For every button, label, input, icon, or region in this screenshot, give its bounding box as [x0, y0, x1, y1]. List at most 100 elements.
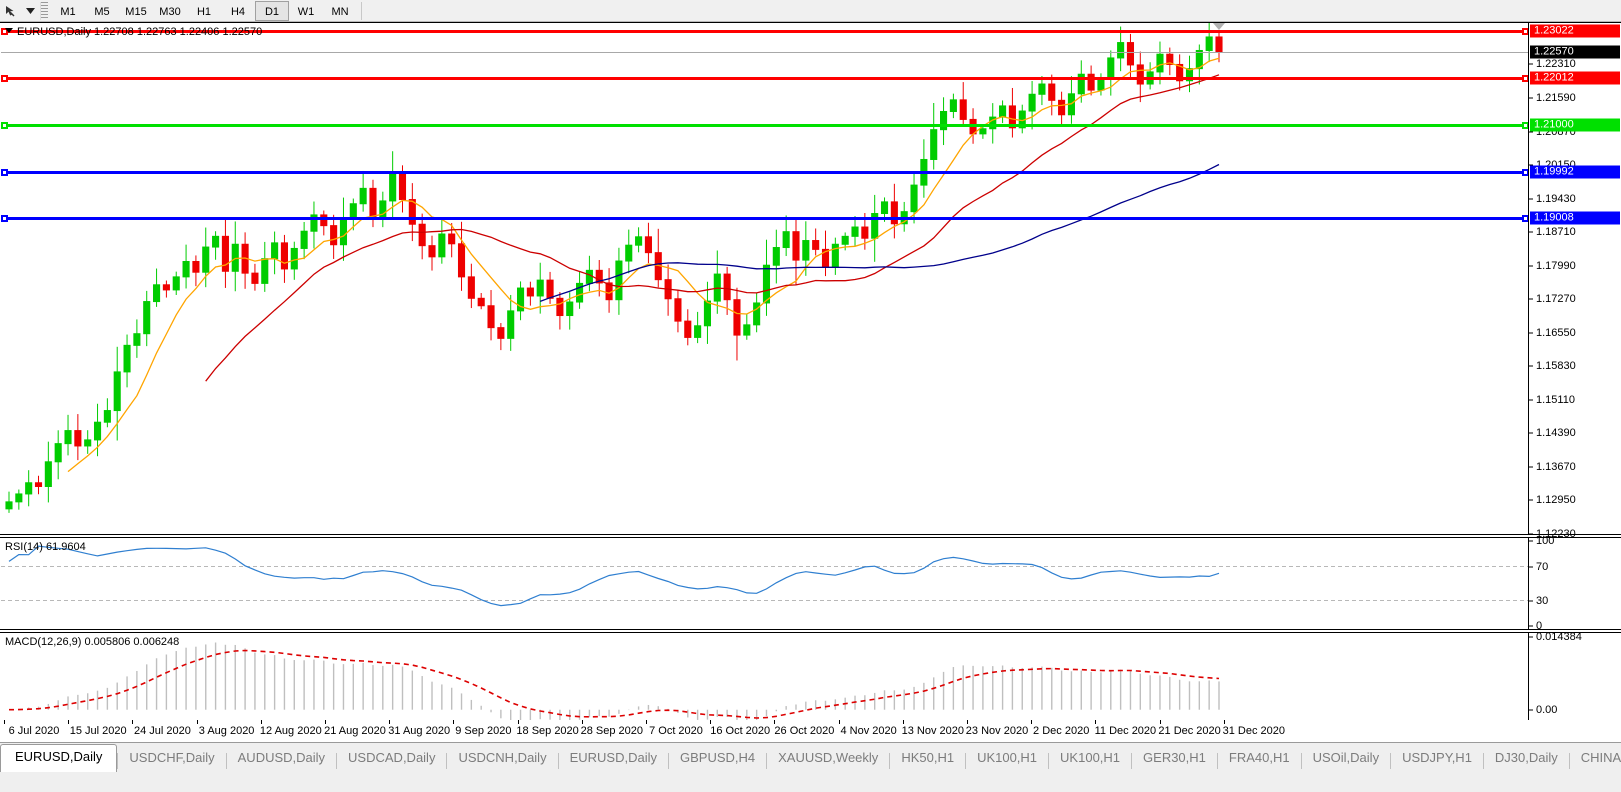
- price-tick-mark: [1529, 365, 1533, 367]
- rsi-tick-label: 30: [1536, 594, 1549, 607]
- rsi-pane[interactable]: 100 70 30 0 RSI(14) 61.9604: [0, 535, 1621, 632]
- price-tick-mark: [1529, 332, 1533, 334]
- chevron-down-icon[interactable]: [22, 1, 38, 21]
- toolbar-grip[interactable]: [40, 1, 48, 20]
- price-tick-label: 1.17990: [1536, 259, 1576, 272]
- chart-tab-usdjpy-h1[interactable]: USDJPY,H1: [1402, 750, 1472, 765]
- price-tick-label: 1.17270: [1536, 293, 1576, 306]
- price-tick-mark: [1529, 198, 1533, 200]
- tab-divider: [1482, 753, 1484, 769]
- rsi-pane-title: RSI(14) 61.9604: [5, 541, 86, 553]
- support-line-lower-label: 1.19008: [1530, 211, 1620, 225]
- tab-divider: [446, 753, 448, 769]
- timeframe-button-h4[interactable]: H4: [230, 5, 246, 18]
- price-tick-label: 1.14390: [1536, 427, 1576, 440]
- chart-tab-audusd-daily[interactable]: AUDUSD,Daily: [237, 750, 326, 765]
- date-tick-label: 23 Nov 2020: [965, 725, 1029, 737]
- line-handle-left[interactable]: [1, 169, 8, 177]
- chart-tab-usdcad-daily[interactable]: USDCAD,Daily: [348, 750, 436, 765]
- pivot-line[interactable]: [1, 122, 1528, 130]
- chart-tab-dj30-daily[interactable]: DJ30,Daily: [1494, 750, 1558, 765]
- current-price-label: 1.22570: [1530, 45, 1620, 59]
- price-pane[interactable]: 1.223101.215901.208701.201501.194301.187…: [0, 22, 1621, 540]
- tab-divider: [225, 753, 227, 769]
- macd-plot[interactable]: [1, 633, 1529, 741]
- resistance-line-lower[interactable]: [1, 75, 1528, 83]
- rsi-tick-label: 70: [1536, 560, 1549, 573]
- line-handle-right[interactable]: [1522, 122, 1528, 130]
- chart-tab-uk100-h1[interactable]: UK100,H1: [1060, 750, 1121, 765]
- chart-tab-bar[interactable]: EURUSD,Daily USDCHF,Daily AUDUSD,Daily USDC…: [0, 742, 1621, 792]
- collapse-triangle-icon[interactable]: [5, 28, 13, 33]
- chart-tab-ger30-h1[interactable]: GER30,H1: [1143, 750, 1206, 765]
- date-tick-mark: [325, 720, 326, 724]
- chart-tab-fra40-h1[interactable]: FRA40,H1: [1228, 750, 1290, 765]
- date-tick-mark: [260, 720, 262, 724]
- chart-shift-marker[interactable]: [1213, 23, 1225, 30]
- support-line-lower[interactable]: [1, 215, 1528, 223]
- tab-divider: [1390, 753, 1392, 769]
- tab-divider: [1131, 753, 1133, 769]
- date-tick-mark: [196, 720, 198, 724]
- price-tick-mark: [1529, 265, 1533, 267]
- date-tick-label: 15 Jul 2020: [69, 725, 127, 737]
- chart-area[interactable]: 1.223101.215901.208701.201501.194301.187…: [0, 22, 1621, 743]
- chart-tab-eurusd-daily[interactable]: EURUSD,Daily: [569, 750, 657, 765]
- rsi-tick-label: 100: [1536, 535, 1555, 547]
- chart-tab-hk50-h1[interactable]: HK50,H1: [901, 750, 955, 765]
- line-handle-left[interactable]: [1, 122, 8, 130]
- price-tick-label: 1.18710: [1536, 226, 1576, 239]
- price-tick-label: 1.15830: [1536, 360, 1576, 373]
- price-tick-label: 1.15110: [1536, 393, 1575, 406]
- timeframe-button-m5[interactable]: M5: [94, 5, 110, 18]
- macd-tick-label: 0.014384: [1536, 631, 1582, 643]
- current-price-line: [1, 52, 1528, 54]
- price-tick-label: 1.19430: [1536, 192, 1576, 205]
- price-plot[interactable]: [1, 23, 1529, 534]
- timeframe-button-m15[interactable]: M15: [125, 5, 147, 18]
- date-tick-mark: [1159, 720, 1161, 724]
- date-tick-mark: [774, 720, 776, 724]
- price-tick-mark: [1529, 499, 1533, 501]
- chart-tab-usdcnh-daily[interactable]: USDCNH,Daily: [458, 750, 547, 765]
- date-tick-mark: [4, 720, 5, 724]
- support-line-upper[interactable]: [1, 169, 1528, 177]
- line-handle-right[interactable]: [1522, 169, 1528, 177]
- chart-tab-gbpusd-h4[interactable]: GBPUSD,H4: [679, 750, 756, 765]
- tab-divider: [117, 753, 119, 769]
- line-handle-right[interactable]: [1522, 75, 1528, 83]
- chart-tab-xauusd-weekly[interactable]: XAUUSD,Weekly: [778, 750, 879, 765]
- price-tick-mark: [1529, 533, 1533, 535]
- date-tick-mark: [453, 720, 455, 724]
- date-tick-mark: [646, 720, 647, 724]
- line-handle-right[interactable]: [1522, 28, 1528, 36]
- timeframe-button-d1[interactable]: D1: [255, 0, 289, 21]
- timeframe-button-w1[interactable]: W1: [297, 5, 315, 18]
- date-tick-label: 31 Dec 2020: [1222, 725, 1285, 737]
- chart-tab-china300-h1[interactable]: CHINA300,H1: [1580, 750, 1621, 765]
- price-tick-mark: [1529, 231, 1533, 233]
- chart-tab-usdchf-daily[interactable]: USDCHF,Daily: [129, 750, 215, 765]
- timeframe-button-m30[interactable]: M30: [159, 5, 181, 18]
- crosshair-icon[interactable]: [0, 1, 22, 21]
- date-tick-mark: [68, 720, 70, 724]
- rsi-plot[interactable]: [1, 538, 1529, 629]
- chart-tab-eurusd-daily[interactable]: EURUSD,Daily: [0, 744, 118, 772]
- timeframe-button-mn[interactable]: MN: [331, 5, 349, 18]
- tab-divider: [336, 753, 338, 769]
- chart-tab-uk100-h1[interactable]: UK100,H1: [977, 750, 1038, 765]
- line-handle-left[interactable]: [1, 75, 8, 83]
- line-handle-right[interactable]: [1522, 215, 1528, 223]
- line-handle-left[interactable]: [1, 215, 8, 223]
- date-tick-label: 16 Oct 2020: [710, 725, 771, 737]
- timeframe-button-m1[interactable]: M1: [60, 5, 76, 18]
- timeframe-button-h1[interactable]: H1: [196, 5, 212, 18]
- price-scale[interactable]: 1.223101.215901.208701.201501.194301.187…: [1529, 23, 1621, 540]
- date-tick-mark: [838, 720, 840, 724]
- price-tick-mark: [1529, 432, 1533, 434]
- chart-tab-usoil-daily[interactable]: USOil,Daily: [1312, 750, 1380, 765]
- date-tick-label: 18 Sep 2020: [516, 725, 579, 737]
- date-axis[interactable]: 6 Jul 2020 15 Jul 2020 24 Jul 2020 3 Aug 20…: [0, 720, 1621, 742]
- tab-divider: [1300, 753, 1302, 769]
- date-tick-label: 24 Jul 2020: [133, 725, 191, 737]
